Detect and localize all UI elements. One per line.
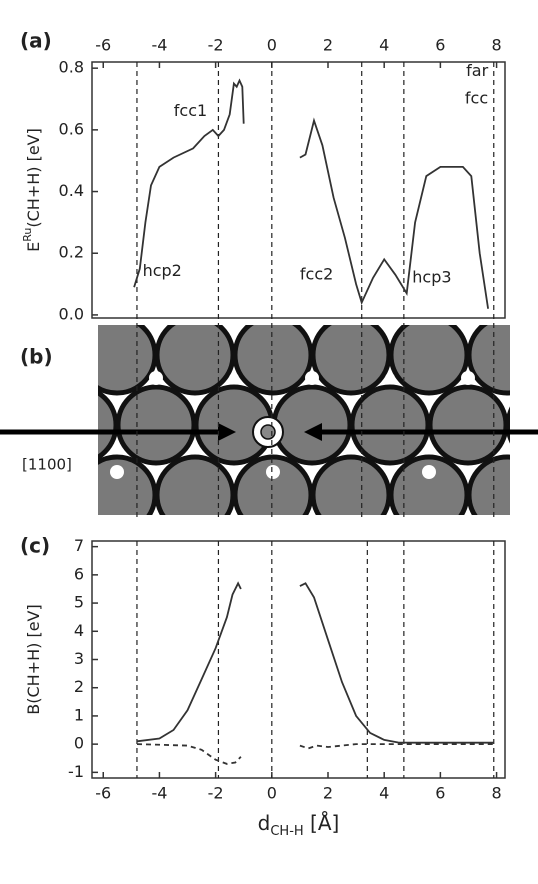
y-tick-label: 2 xyxy=(74,677,84,696)
data-line xyxy=(136,743,242,765)
y-axis-label: B(CH+H) [eV] xyxy=(24,604,43,714)
x-axis-label: dCH-H [Å] xyxy=(258,811,340,840)
x-tick-label: 4 xyxy=(379,784,389,803)
y-tick-label: 0.2 xyxy=(59,243,84,262)
y-tick-label: 0 xyxy=(74,734,84,753)
x-tick-label: 8 xyxy=(491,36,501,55)
x-tick-label: 6 xyxy=(435,784,445,803)
x-tick-label: 0 xyxy=(267,784,277,803)
data-line xyxy=(299,582,494,744)
y-tick-label: 0.0 xyxy=(59,304,84,323)
x-tick-label: 2 xyxy=(323,784,333,803)
y-label-part: E xyxy=(24,242,43,252)
y-tick-label: 0.6 xyxy=(59,119,84,138)
x-tick-label: 4 xyxy=(379,36,389,55)
x-tick-label: 6 xyxy=(435,36,445,55)
annotation: fcc xyxy=(465,89,488,108)
y-tick-label: 6 xyxy=(74,564,84,583)
x-tick-label: -2 xyxy=(208,784,224,803)
data-line xyxy=(299,117,489,309)
y-tick-label: 3 xyxy=(74,649,84,668)
y-label-part: B(CH+H) [eV] xyxy=(24,604,43,714)
x-label-part: d xyxy=(258,811,271,835)
x-tick-label: -4 xyxy=(151,784,167,803)
x-tick-label: -4 xyxy=(151,36,167,55)
x-label-part: CH-H xyxy=(270,824,303,839)
data-line xyxy=(299,743,494,750)
x-tick-label: 0 xyxy=(267,36,277,55)
y-label-part: Ru xyxy=(21,228,34,242)
panel-label: (c) xyxy=(20,534,50,558)
data-line xyxy=(133,78,245,288)
annotation: fcc1 xyxy=(174,101,207,120)
panel-label: (a) xyxy=(20,29,52,53)
y-tick-label: 0.4 xyxy=(59,181,84,200)
y-tick-label: 4 xyxy=(74,621,84,640)
y-tick-label: 5 xyxy=(74,593,84,612)
plot-frame xyxy=(91,61,506,319)
y-tick-label: 7 xyxy=(74,536,84,555)
direction-label: [1100] xyxy=(22,456,72,474)
annotation: fcc2 xyxy=(300,264,333,283)
x-label-part: [Å] xyxy=(304,811,340,835)
y-tick-label: 1 xyxy=(74,705,84,724)
panel-label: (b) xyxy=(20,345,53,369)
y-tick-label: -1 xyxy=(68,762,84,781)
x-tick-label: -2 xyxy=(208,36,224,55)
x-tick-label: -6 xyxy=(95,784,111,803)
x-tick-label: 8 xyxy=(491,784,501,803)
y-axis-label: ERu(CH+H) [eV] xyxy=(21,128,43,252)
surface-structure xyxy=(98,325,510,515)
x-tick-label: -6 xyxy=(95,36,111,55)
annotation: hcp2 xyxy=(143,261,182,280)
data-line xyxy=(136,581,242,743)
annotation: hcp3 xyxy=(412,267,451,286)
direction-arrows xyxy=(0,423,538,441)
y-tick-label: 0.8 xyxy=(59,58,84,77)
annotation: far xyxy=(466,61,488,80)
x-tick-label: 2 xyxy=(323,36,333,55)
y-label-part: (CH+H) [eV] xyxy=(24,128,43,227)
